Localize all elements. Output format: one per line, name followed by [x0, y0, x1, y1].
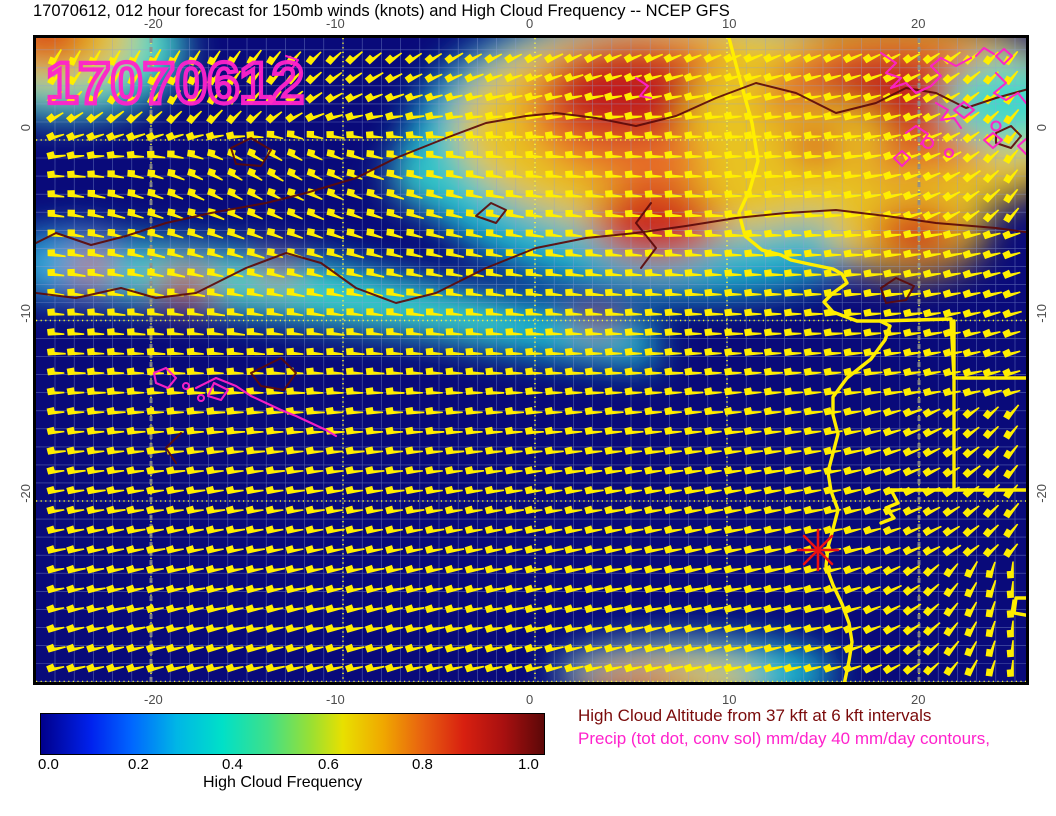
svg-text:17070612: 17070612 [46, 51, 304, 116]
